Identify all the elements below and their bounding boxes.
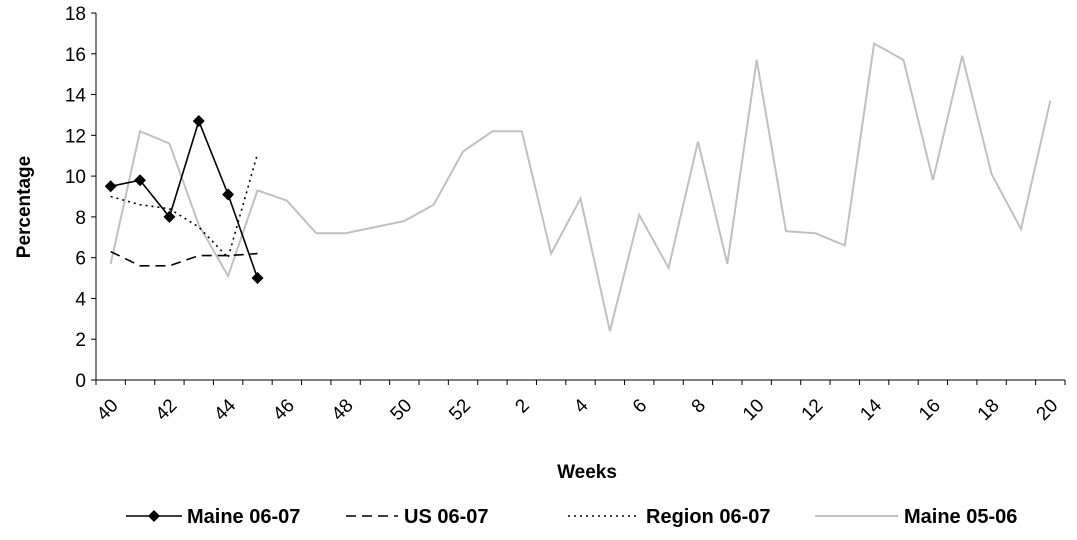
x-axis-ticks: 40 42 44 46 48 50 52 2 4 6 8 10 12 14 16 18 20 (93, 380, 1066, 425)
legend-label: Maine 05-06 (904, 506, 1017, 528)
x-tick-label: 46 (269, 395, 299, 425)
y-tick-label: 18 (65, 4, 86, 25)
x-tick-label: 10 (739, 395, 769, 425)
x-tick-label: 8 (688, 395, 710, 417)
y-tick-label: 16 (65, 45, 86, 66)
legend-label: Maine 06-07 (187, 506, 300, 528)
y-tick-label: 2 (75, 330, 86, 351)
legend-item-region-06-07: Region 06-07 (568, 506, 770, 528)
y-tick-label: 10 (65, 167, 86, 188)
legend-label: Region 06-07 (646, 506, 770, 528)
legend-item-us-06-07: US 06-07 (346, 506, 489, 528)
x-axis-title: Weeks (557, 462, 617, 483)
series-maine-05-06 (109, 42, 1052, 332)
axes (95, 13, 1065, 381)
y-axis-ticks: 0 2 4 6 8 10 12 14 16 18 (65, 4, 96, 392)
x-tick-label: 18 (974, 395, 1004, 425)
x-tick-label: 50 (387, 395, 417, 425)
x-tick-label: 20 (1033, 395, 1063, 425)
y-tick-label: 4 (75, 289, 86, 310)
y-tick-label: 0 (75, 371, 86, 392)
legend-item-maine-06-07: Maine 06-07 (126, 506, 300, 528)
x-tick-label: 14 (856, 395, 886, 425)
y-axis-title: Percentage (14, 156, 35, 258)
series-line (109, 42, 1052, 332)
legend: Maine 06-07 US 06-07 Region 06-07 Maine 05-… (126, 506, 1017, 528)
legend-label: US 06-07 (404, 506, 489, 528)
series-maine-06-07 (104, 115, 264, 285)
data-point-marker (134, 174, 147, 187)
data-point-marker (163, 210, 176, 223)
x-tick-label: 4 (570, 395, 593, 418)
legend-marker (148, 510, 160, 522)
data-point-marker (104, 180, 117, 193)
x-tick-label: 2 (511, 395, 533, 417)
y-tick-label: 14 (65, 86, 87, 107)
x-tick-label: 52 (445, 395, 475, 425)
x-tick-label: 12 (798, 395, 828, 425)
series-layer (104, 42, 1052, 332)
x-tick-label: 44 (210, 395, 240, 425)
x-tick-label: 48 (328, 395, 358, 425)
x-tick-label: 16 (915, 395, 945, 425)
data-point-marker (222, 188, 235, 201)
series-region-06-07 (110, 153, 259, 260)
y-tick-label: 6 (75, 249, 86, 270)
data-point-marker (251, 272, 264, 285)
y-tick-label: 12 (65, 126, 86, 147)
y-tick-label: 8 (75, 208, 86, 229)
x-tick-label: 6 (629, 395, 651, 417)
series-line (110, 153, 259, 260)
x-tick-label: 40 (93, 395, 123, 425)
x-tick-label: 42 (152, 395, 182, 425)
data-point-marker (192, 115, 205, 128)
legend-item-maine-05-06: Maine 05-06 (815, 506, 1017, 528)
